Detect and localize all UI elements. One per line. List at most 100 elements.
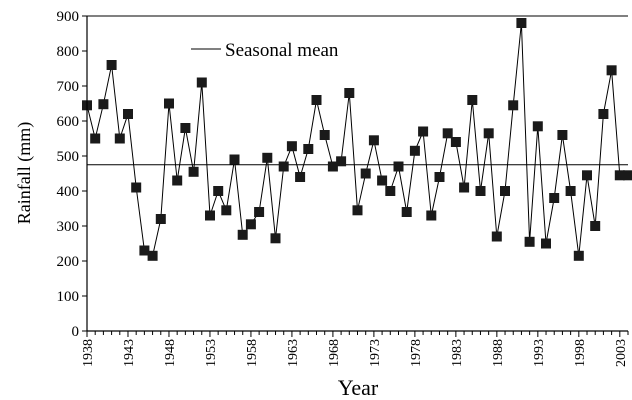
- data-point-marker: [475, 186, 486, 196]
- data-point-marker: [360, 168, 371, 179]
- data-point-marker: [582, 170, 592, 181]
- data-point-marker: [319, 130, 330, 140]
- y-tick-label: 900: [57, 9, 80, 25]
- y-tick-label: 500: [57, 149, 80, 165]
- data-point-marker: [164, 98, 174, 109]
- data-point-marker: [188, 166, 199, 177]
- data-point-marker: [483, 128, 494, 139]
- legend-label-seasonal-mean: Seasonal mean: [225, 40, 339, 61]
- data-point-marker: [450, 137, 461, 147]
- x-tick-label: 1983: [450, 339, 465, 367]
- y-tick-label: 700: [57, 79, 80, 95]
- data-point-marker: [377, 175, 388, 186]
- data-point-marker: [237, 229, 248, 240]
- rainfall-series-line: [86, 22, 628, 257]
- data-point-marker: [98, 99, 109, 110]
- y-tick-label: 200: [57, 254, 80, 270]
- data-point-marker: [327, 161, 338, 172]
- x-tick-label: 1998: [573, 339, 588, 367]
- legend: Seasonal mean: [191, 40, 339, 61]
- y-tick-label: 0: [72, 324, 80, 340]
- data-point-marker: [623, 170, 632, 181]
- data-point-marker: [549, 193, 560, 203]
- data-point-marker: [614, 170, 625, 181]
- data-point-marker: [491, 231, 502, 242]
- y-tick-label: 400: [57, 184, 80, 200]
- data-point-marker: [336, 156, 347, 167]
- x-axis-title: Year: [338, 375, 379, 400]
- data-point-marker: [131, 182, 142, 193]
- data-point-marker: [344, 88, 355, 98]
- x-tick-label: 2003: [614, 339, 629, 367]
- x-tick-label: 1958: [245, 339, 260, 367]
- data-point-marker: [516, 18, 527, 28]
- data-point-marker: [500, 186, 510, 196]
- y-tick-label: 800: [57, 44, 80, 60]
- data-point-marker: [606, 65, 617, 76]
- data-point-marker: [401, 207, 412, 217]
- x-tick-label: 1948: [163, 339, 178, 367]
- data-point-marker: [180, 123, 191, 133]
- data-point-marker: [278, 161, 289, 172]
- y-tick-label: 100: [57, 289, 80, 305]
- y-axis: 0 100 200 300 400 500 600 700 800 900: [57, 9, 87, 340]
- x-axis: 1938 1943 1948 1953 1958 1963 1968 1973 1978 1983…: [81, 331, 629, 367]
- data-point-marker: [393, 161, 404, 172]
- y-tick-label: 600: [57, 114, 80, 130]
- data-point-marker: [245, 219, 256, 230]
- data-point-marker: [262, 152, 273, 163]
- data-point-marker: [418, 126, 429, 137]
- x-tick-label: 1993: [532, 339, 547, 367]
- data-point-marker: [106, 60, 117, 70]
- data-point-marker: [139, 245, 150, 256]
- data-point-marker: [229, 154, 240, 165]
- y-axis-title: Rainfall (mm): [14, 122, 35, 224]
- data-point-marker: [434, 172, 445, 182]
- data-point-marker: [311, 95, 322, 105]
- data-point-marker: [565, 186, 576, 196]
- data-point-marker: [254, 207, 265, 217]
- data-point-marker: [573, 250, 584, 261]
- data-point-marker: [368, 135, 379, 146]
- data-point-marker: [352, 205, 363, 216]
- data-point-marker: [541, 238, 551, 249]
- data-point-marker: [123, 109, 133, 119]
- plot-frame: [86, 15, 628, 332]
- data-point-marker: [459, 182, 470, 193]
- x-tick-label: 1963: [286, 339, 301, 367]
- x-tick-label: 1953: [204, 339, 219, 367]
- data-point-marker: [286, 141, 297, 152]
- plot-area: [82, 18, 632, 261]
- data-point-marker: [147, 250, 158, 261]
- data-point-marker: [426, 210, 437, 221]
- x-tick-label: 1938: [81, 339, 96, 367]
- data-point-marker: [303, 144, 314, 154]
- data-point-marker: [532, 121, 543, 132]
- data-point-marker: [90, 133, 101, 144]
- x-tick-label: 1973: [368, 339, 383, 367]
- data-point-marker: [114, 133, 125, 144]
- data-point-marker: [172, 175, 183, 186]
- data-point-marker: [409, 145, 420, 156]
- rainfall-markers: [82, 18, 632, 261]
- data-point-marker: [524, 236, 535, 247]
- data-point-marker: [155, 214, 166, 224]
- data-point-marker: [385, 186, 396, 196]
- data-point-marker: [467, 95, 478, 105]
- data-point-marker: [508, 100, 519, 111]
- data-point-marker: [590, 221, 601, 231]
- x-tick-label: 1978: [409, 339, 424, 367]
- data-point-marker: [270, 233, 281, 244]
- data-point-marker: [557, 130, 568, 140]
- data-point-marker: [295, 172, 306, 182]
- data-point-marker: [598, 109, 609, 119]
- data-point-marker: [205, 210, 215, 221]
- x-tick-label: 1988: [491, 339, 506, 367]
- x-tick-label: 1943: [122, 339, 137, 367]
- data-point-marker: [442, 128, 453, 139]
- data-point-marker: [196, 77, 207, 88]
- x-tick-label: 1968: [327, 339, 342, 367]
- y-tick-label: 300: [57, 219, 80, 235]
- data-point-marker: [221, 205, 232, 216]
